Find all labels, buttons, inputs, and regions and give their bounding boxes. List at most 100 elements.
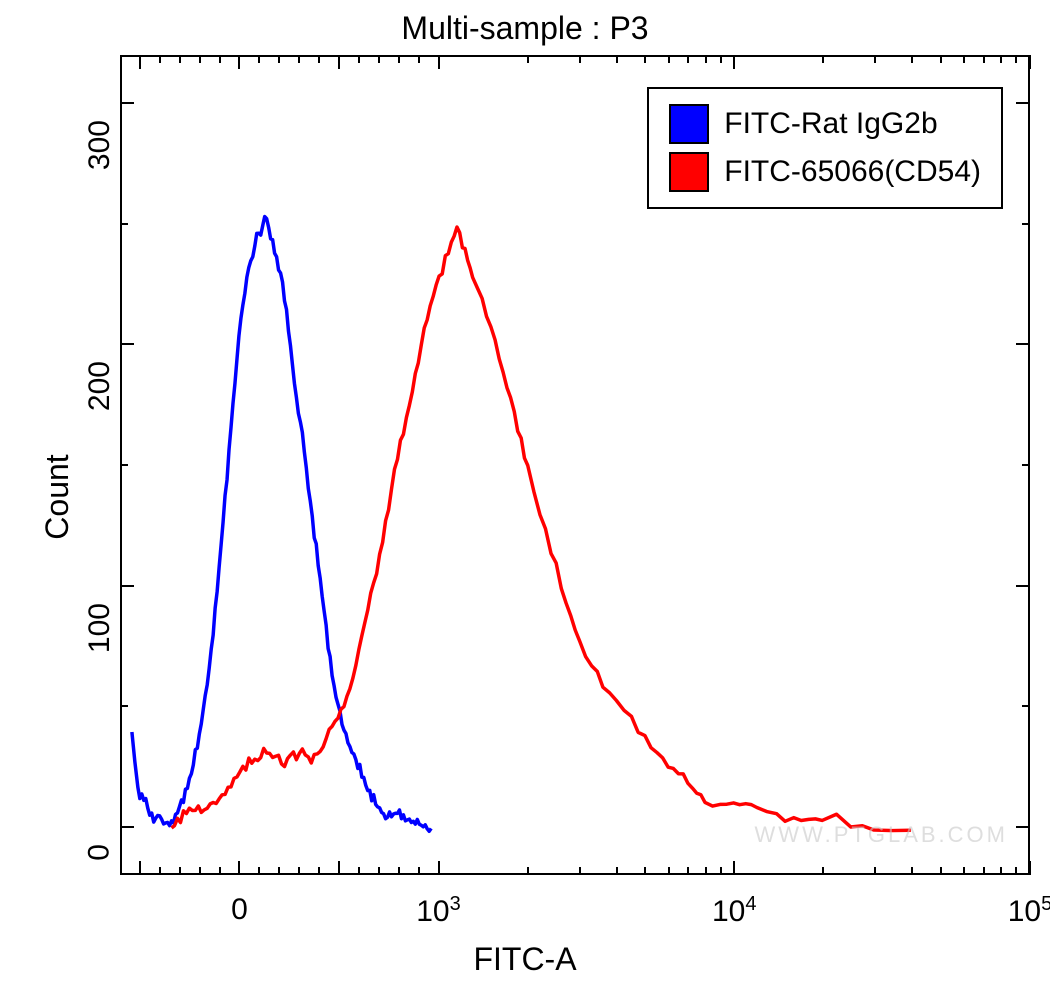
x-minor-tick-mark <box>963 55 965 63</box>
x-tick-mark <box>733 55 735 69</box>
x-minor-tick-mark <box>720 867 722 875</box>
y-minor-tick-mark <box>1022 464 1030 466</box>
y-tick-label: 300 <box>83 120 117 170</box>
x-minor-tick-mark <box>579 55 581 63</box>
x-axis-label: FITC-A <box>473 941 576 978</box>
legend-swatch-blue <box>669 104 709 144</box>
y-tick-label: 100 <box>83 603 117 653</box>
x-minor-tick-mark <box>278 867 280 875</box>
legend-item: FITC-Rat IgG2b <box>669 104 981 144</box>
y-tick-mark <box>1016 343 1030 345</box>
x-minor-tick-mark <box>874 867 876 875</box>
x-tick-label: 104 <box>712 893 757 929</box>
x-minor-tick-mark <box>219 867 221 875</box>
x-minor-tick-mark <box>911 55 913 63</box>
x-tick-mark <box>338 861 340 875</box>
x-minor-tick-mark <box>159 867 161 875</box>
x-minor-tick-mark <box>963 867 965 875</box>
chart-title: Multi-sample : P3 <box>401 10 648 47</box>
x-minor-tick-mark <box>668 55 670 63</box>
plot-area: FITC-Rat IgG2b FITC-65066(CD54) WWW.PTGL… <box>120 55 1030 875</box>
x-tick-mark <box>1029 55 1031 69</box>
y-tick-mark <box>1016 826 1030 828</box>
x-tick-mark <box>438 861 440 875</box>
x-minor-tick-mark <box>298 55 300 63</box>
y-tick-mark <box>1016 102 1030 104</box>
y-tick-mark <box>120 343 134 345</box>
y-minor-tick-mark <box>120 464 128 466</box>
y-minor-tick-mark <box>120 705 128 707</box>
x-minor-tick-mark <box>278 55 280 63</box>
chart-container: Multi-sample : P3 Count FITC-A FITC-Rat … <box>0 0 1050 993</box>
legend-label: FITC-Rat IgG2b <box>724 107 937 141</box>
legend-item: FITC-65066(CD54) <box>669 152 981 192</box>
x-minor-tick-mark <box>358 55 360 63</box>
x-tick-mark <box>733 861 735 875</box>
x-tick-mark <box>238 55 240 69</box>
watermark-text: WWW.PTGLAB.COM <box>755 822 1008 848</box>
x-tick-mark <box>139 861 141 875</box>
x-minor-tick-mark <box>298 867 300 875</box>
x-minor-tick-mark <box>418 55 420 63</box>
x-minor-tick-mark <box>668 867 670 875</box>
y-tick-mark <box>120 102 134 104</box>
x-minor-tick-mark <box>1000 55 1002 63</box>
x-minor-tick-mark <box>911 867 913 875</box>
x-minor-tick-mark <box>616 867 618 875</box>
x-minor-tick-mark <box>705 55 707 63</box>
y-tick-mark <box>120 826 134 828</box>
x-minor-tick-mark <box>527 867 529 875</box>
legend-swatch-red <box>669 152 709 192</box>
x-minor-tick-mark <box>644 55 646 63</box>
x-minor-tick-mark <box>983 867 985 875</box>
x-minor-tick-mark <box>318 867 320 875</box>
y-tick-mark <box>120 585 134 587</box>
x-minor-tick-mark <box>179 867 181 875</box>
x-minor-tick-mark <box>398 55 400 63</box>
x-minor-tick-mark <box>940 867 942 875</box>
x-minor-tick-mark <box>644 867 646 875</box>
x-minor-tick-mark <box>822 55 824 63</box>
x-minor-tick-mark <box>258 867 260 875</box>
x-minor-tick-mark <box>687 55 689 63</box>
x-tick-mark <box>1029 861 1031 875</box>
y-axis-label: Count <box>39 454 76 539</box>
x-minor-tick-mark <box>199 55 201 63</box>
x-minor-tick-mark <box>822 867 824 875</box>
y-minor-tick-mark <box>1022 705 1030 707</box>
x-minor-tick-mark <box>1015 55 1017 63</box>
y-tick-mark <box>1016 585 1030 587</box>
x-minor-tick-mark <box>1015 867 1017 875</box>
x-minor-tick-mark <box>358 867 360 875</box>
x-minor-tick-mark <box>159 55 161 63</box>
legend-label: FITC-65066(CD54) <box>724 155 981 189</box>
x-tick-label: 105 <box>1008 893 1050 929</box>
x-minor-tick-mark <box>687 867 689 875</box>
y-tick-label: 0 <box>83 844 117 861</box>
x-minor-tick-mark <box>720 55 722 63</box>
x-tick-mark <box>438 55 440 69</box>
x-minor-tick-mark <box>398 867 400 875</box>
x-minor-tick-mark <box>940 55 942 63</box>
x-tick-mark <box>139 55 141 69</box>
x-minor-tick-mark <box>616 55 618 63</box>
x-minor-tick-mark <box>418 867 420 875</box>
x-tick-mark <box>338 55 340 69</box>
x-minor-tick-mark <box>378 55 380 63</box>
x-minor-tick-mark <box>219 55 221 63</box>
x-minor-tick-mark <box>874 55 876 63</box>
x-minor-tick-mark <box>318 55 320 63</box>
x-minor-tick-mark <box>179 55 181 63</box>
x-minor-tick-mark <box>378 867 380 875</box>
x-minor-tick-mark <box>199 867 201 875</box>
x-minor-tick-mark <box>527 55 529 63</box>
x-tick-label: 0 <box>231 893 248 927</box>
x-minor-tick-mark <box>705 867 707 875</box>
y-tick-label: 200 <box>83 361 117 411</box>
x-tick-label: 103 <box>416 893 461 929</box>
x-minor-tick-mark <box>258 55 260 63</box>
x-minor-tick-mark <box>1000 867 1002 875</box>
x-minor-tick-mark <box>983 55 985 63</box>
legend-box: FITC-Rat IgG2b FITC-65066(CD54) <box>647 87 1003 209</box>
y-minor-tick-mark <box>1022 223 1030 225</box>
